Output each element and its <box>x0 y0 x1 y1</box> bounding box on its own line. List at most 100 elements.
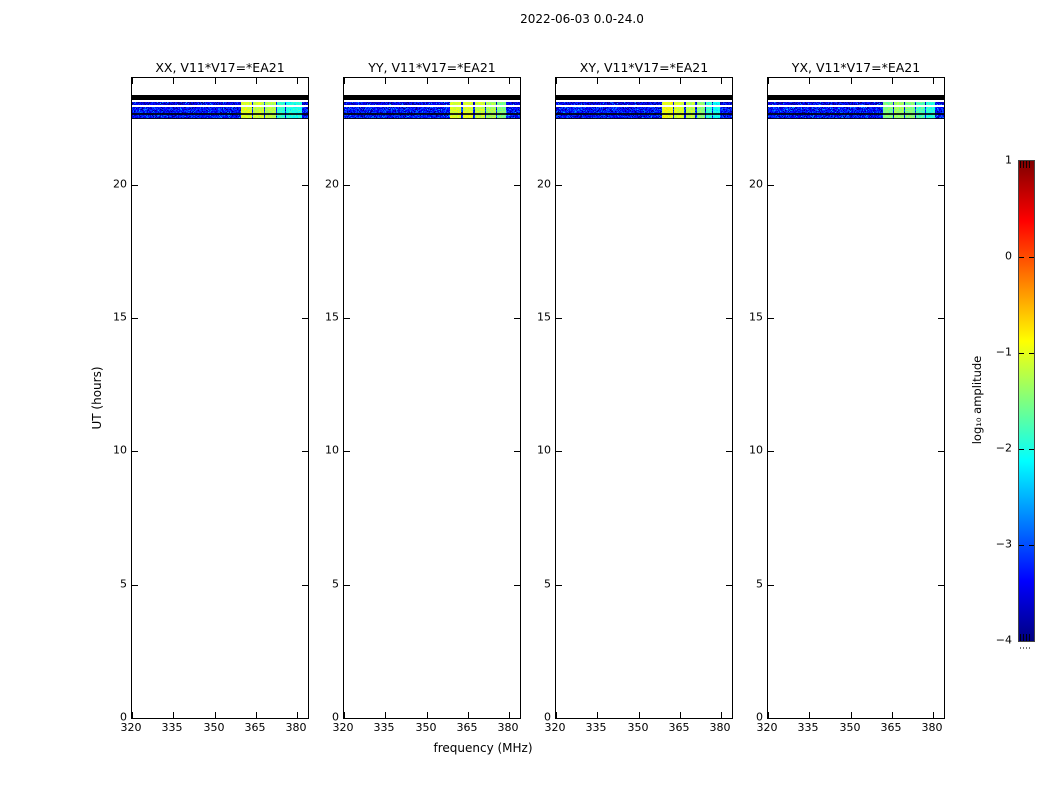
colorbar-underflow-dots <box>1020 647 1032 649</box>
y-tick-label-xx-0: 0 <box>120 710 127 724</box>
x-tick-label-xy-350: 350 <box>627 721 649 734</box>
y-tick-right-xx-5 <box>302 585 308 586</box>
x-tick-bottom-yx-335 <box>809 712 810 718</box>
y-tick-left-yx-5 <box>768 585 774 586</box>
x-tick-bottom-xx-380 <box>297 712 298 718</box>
y-tick-right-yy-20 <box>514 185 520 186</box>
colorbar-tick-left--1 <box>1019 353 1024 354</box>
y-tick-left-xx-10 <box>132 451 138 452</box>
colorbar-tick-right--3 <box>1029 545 1034 546</box>
x-axis-label: frequency (MHz) <box>433 741 533 755</box>
x-tick-label-yx-380: 380 <box>921 721 943 734</box>
y-axis-label: UT (hours) <box>90 366 104 430</box>
x-tick-bottom-yx-380 <box>933 712 934 718</box>
y-tick-right-yy-5 <box>514 585 520 586</box>
x-tick-bottom-xy-320 <box>556 712 557 718</box>
subplot-yx <box>767 77 945 719</box>
x-tick-bottom-yx-365 <box>892 712 893 718</box>
y-tick-left-yy-10 <box>344 451 350 452</box>
x-tick-top-xy-320 <box>556 78 557 84</box>
x-tick-label-yy-350: 350 <box>415 721 437 734</box>
colorbar-tick-label-1: 1 <box>1005 153 1012 167</box>
x-tick-label-xx-320: 320 <box>120 721 142 734</box>
x-tick-bottom-xy-380 <box>721 712 722 718</box>
x-tick-label-xx-350: 350 <box>203 721 225 734</box>
x-tick-label-yy-320: 320 <box>332 721 354 734</box>
spectrogram-canvas-xy <box>556 78 732 718</box>
subplot-title-xy: XY, V11*V17=*EA21 <box>579 60 709 75</box>
y-tick-left-yx-15 <box>768 318 774 319</box>
y-tick-right-yy-10 <box>514 451 520 452</box>
x-tick-bottom-yx-350 <box>851 712 852 718</box>
y-tick-right-yx-20 <box>938 185 944 186</box>
x-tick-label-xy-365: 365 <box>668 721 690 734</box>
y-tick-label-xx-15: 15 <box>113 310 127 324</box>
x-tick-top-yx-380 <box>933 78 934 84</box>
spectrogram-canvas-yy <box>344 78 520 718</box>
y-tick-left-xx-5 <box>132 585 138 586</box>
colorbar-tick-right-0 <box>1029 257 1034 258</box>
x-tick-bottom-xy-365 <box>680 712 681 718</box>
x-tick-bottom-yy-335 <box>385 712 386 718</box>
x-tick-label-yx-365: 365 <box>880 721 902 734</box>
colorbar-tick-left--2 <box>1019 449 1024 450</box>
colorbar-tick-left-0 <box>1019 257 1024 258</box>
x-tick-top-xx-365 <box>256 78 257 84</box>
y-tick-right-xy-20 <box>726 185 732 186</box>
x-tick-top-xx-335 <box>173 78 174 84</box>
x-tick-label-yx-350: 350 <box>839 721 861 734</box>
y-tick-right-xx-15 <box>302 318 308 319</box>
y-tick-label-xy-5: 5 <box>544 577 551 591</box>
y-tick-label-yx-20: 20 <box>749 177 763 191</box>
y-tick-label-xy-20: 20 <box>537 177 551 191</box>
colorbar-bottom-comb-marks <box>1020 634 1032 641</box>
x-tick-bottom-xy-350 <box>639 712 640 718</box>
y-tick-left-yy-20 <box>344 185 350 186</box>
colorbar-tick-label--1: −1 <box>995 345 1012 359</box>
x-tick-label-xy-320: 320 <box>544 721 566 734</box>
y-tick-left-xx-20 <box>132 185 138 186</box>
colorbar <box>1018 160 1035 642</box>
spectrogram-canvas-xx <box>132 78 308 718</box>
y-tick-right-xx-10 <box>302 451 308 452</box>
x-tick-label-yx-320: 320 <box>756 721 778 734</box>
subplot-yy <box>343 77 521 719</box>
x-tick-bottom-yy-380 <box>509 712 510 718</box>
x-tick-label-xx-380: 380 <box>285 721 307 734</box>
x-tick-label-yy-365: 365 <box>456 721 478 734</box>
x-tick-bottom-yy-320 <box>344 712 345 718</box>
x-tick-bottom-yy-350 <box>427 712 428 718</box>
y-tick-label-xx-20: 20 <box>113 177 127 191</box>
y-tick-label-yx-5: 5 <box>756 577 763 591</box>
x-tick-bottom-xx-365 <box>256 712 257 718</box>
subplot-title-yx: YX, V11*V17=*EA21 <box>791 60 921 75</box>
y-tick-label-xy-10: 10 <box>537 443 551 457</box>
y-tick-right-xy-5 <box>726 585 732 586</box>
x-tick-label-xx-365: 365 <box>244 721 266 734</box>
y-tick-right-xx-20 <box>302 185 308 186</box>
y-tick-label-yy-15: 15 <box>325 310 339 324</box>
x-tick-label-xx-335: 335 <box>161 721 183 734</box>
x-tick-label-xy-335: 335 <box>585 721 607 734</box>
y-tick-label-yy-10: 10 <box>325 443 339 457</box>
x-tick-bottom-xx-320 <box>132 712 133 718</box>
colorbar-tick-left--3 <box>1019 545 1024 546</box>
x-tick-top-yx-365 <box>892 78 893 84</box>
y-tick-label-yx-10: 10 <box>749 443 763 457</box>
y-tick-left-yy-15 <box>344 318 350 319</box>
colorbar-tick-label--4: −4 <box>995 633 1012 647</box>
subplot-xx <box>131 77 309 719</box>
x-tick-bottom-xy-335 <box>597 712 598 718</box>
colorbar-label: log₁₀ amplitude <box>970 355 984 445</box>
colorbar-tick-right--1 <box>1029 353 1034 354</box>
x-tick-bottom-yy-365 <box>468 712 469 718</box>
x-tick-top-xx-320 <box>132 78 133 84</box>
y-tick-left-yx-20 <box>768 185 774 186</box>
y-tick-right-yy-15 <box>514 318 520 319</box>
y-tick-right-xy-10 <box>726 451 732 452</box>
subplot-title-yy: YY, V11*V17=*EA21 <box>368 60 496 75</box>
y-tick-left-xx-15 <box>132 318 138 319</box>
x-tick-top-yx-320 <box>768 78 769 84</box>
y-tick-label-xy-15: 15 <box>537 310 551 324</box>
